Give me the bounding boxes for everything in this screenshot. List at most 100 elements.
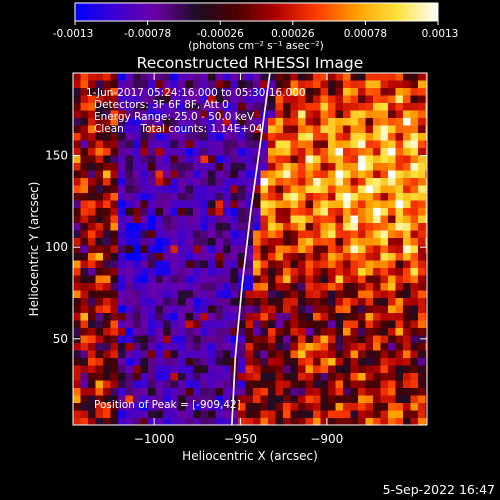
- heatmap-cell: [125, 185, 134, 194]
- heatmap-cell: [328, 380, 337, 389]
- heatmap-cell: [208, 268, 217, 277]
- heatmap-cell: [253, 260, 262, 269]
- heatmap-cell: [245, 275, 254, 284]
- heatmap-cell: [268, 275, 277, 284]
- heatmap-cell: [230, 305, 239, 314]
- heatmap-cell: [110, 358, 119, 367]
- heatmap-cell: [73, 380, 82, 389]
- heatmap-cell: [343, 185, 352, 194]
- heatmap-cell: [395, 320, 404, 329]
- heatmap-cell: [95, 110, 104, 119]
- heatmap-cell: [230, 238, 239, 247]
- heatmap-cell: [365, 373, 374, 382]
- heatmap-cell: [410, 148, 419, 157]
- heatmap-cell: [373, 335, 382, 344]
- heatmap-cell: [260, 163, 269, 172]
- heatmap-cell: [148, 283, 157, 292]
- heatmap-cell: [230, 328, 239, 337]
- heatmap-cell: [103, 298, 112, 307]
- heatmap-cell: [185, 88, 194, 97]
- heatmap-cell: [365, 223, 374, 232]
- heatmap-cell: [373, 133, 382, 142]
- heatmap-cell: [185, 343, 194, 352]
- heatmap-cell: [140, 283, 149, 292]
- heatmap-cell: [388, 163, 397, 172]
- heatmap-cell: [298, 380, 307, 389]
- heatmap-cell: [133, 275, 142, 284]
- heatmap-cell: [388, 110, 397, 119]
- heatmap-cell: [140, 148, 149, 157]
- heatmap-cell: [118, 110, 127, 119]
- heatmap-cell: [140, 200, 149, 209]
- heatmap-cell: [403, 388, 412, 397]
- heatmap-cell: [290, 358, 299, 367]
- heatmap-cell: [313, 125, 322, 134]
- heatmap-cell: [133, 125, 142, 134]
- heatmap-cell: [200, 230, 209, 239]
- heatmap-cell: [200, 283, 209, 292]
- heatmap-cell: [155, 133, 164, 142]
- heatmap-cell: [365, 95, 374, 104]
- heatmap-cell: [125, 125, 134, 134]
- heatmap-cell: [215, 95, 224, 104]
- heatmap-cell: [343, 275, 352, 284]
- heatmap-cell: [95, 403, 104, 412]
- heatmap-cell: [320, 365, 329, 374]
- heatmap-cell: [283, 200, 292, 209]
- heatmap-cell: [185, 410, 194, 419]
- heatmap-cell: [343, 193, 352, 202]
- heatmap-cell: [290, 88, 299, 97]
- heatmap-cell: [358, 208, 367, 217]
- heatmap-cell: [320, 418, 329, 425]
- heatmap-cell: [260, 395, 269, 404]
- heatmap-cell: [133, 215, 142, 224]
- heatmap-cell: [418, 373, 427, 382]
- heatmap-cell: [103, 110, 112, 119]
- heatmap-cell: [95, 148, 104, 157]
- heatmap-cell: [283, 320, 292, 329]
- heatmap-cell: [125, 110, 134, 119]
- heatmap-cell: [313, 118, 322, 127]
- heatmap-cell: [178, 350, 187, 359]
- heatmap-cell: [118, 88, 127, 97]
- heatmap-cell: [200, 388, 209, 397]
- heatmap-cell: [298, 313, 307, 322]
- heatmap-cell: [193, 290, 202, 299]
- heatmap-cell: [320, 358, 329, 367]
- heatmap-cell: [223, 88, 232, 97]
- heatmap-cell: [215, 155, 224, 164]
- heatmap-cell: [373, 238, 382, 247]
- heatmap-cell: [380, 245, 389, 254]
- heatmap-cell: [410, 373, 419, 382]
- heatmap-cell: [358, 95, 367, 104]
- heatmap-cell: [268, 73, 277, 82]
- heatmap-cell: [73, 80, 82, 89]
- heatmap-cell: [410, 163, 419, 172]
- heatmap-cell: [298, 178, 307, 187]
- heatmap-cell: [380, 305, 389, 314]
- heatmap-cell: [148, 290, 157, 299]
- heatmap-cell: [155, 283, 164, 292]
- heatmap-cell: [425, 140, 427, 149]
- heatmap-cell: [425, 358, 427, 367]
- heatmap-cell: [125, 148, 134, 157]
- heatmap-cell: [298, 328, 307, 337]
- heatmap-cell: [88, 155, 97, 164]
- heatmap-cell: [200, 298, 209, 307]
- heatmap-cell: [358, 133, 367, 142]
- heatmap-cell: [253, 410, 262, 419]
- heatmap-cell: [133, 230, 142, 239]
- heatmap-cell: [395, 313, 404, 322]
- heatmap-cell: [290, 380, 299, 389]
- heatmap-cell: [230, 253, 239, 262]
- heatmap-cell: [350, 193, 359, 202]
- heatmap-cell: [268, 313, 277, 322]
- heatmap-cell: [283, 193, 292, 202]
- heatmap-cell: [268, 245, 277, 254]
- heatmap-cell: [328, 418, 337, 425]
- heatmap-cell: [95, 88, 104, 97]
- heatmap-cell: [395, 110, 404, 119]
- heatmap-cell: [335, 283, 344, 292]
- heatmap-cell: [80, 140, 89, 149]
- heatmap-cell: [275, 200, 284, 209]
